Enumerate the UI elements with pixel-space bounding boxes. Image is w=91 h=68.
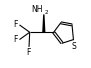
Text: F: F [13, 20, 18, 29]
Text: 2: 2 [44, 10, 48, 16]
Text: F: F [26, 48, 30, 57]
Text: F: F [13, 35, 18, 44]
Text: NH: NH [32, 5, 43, 14]
Polygon shape [43, 14, 45, 32]
Text: S: S [71, 42, 76, 51]
